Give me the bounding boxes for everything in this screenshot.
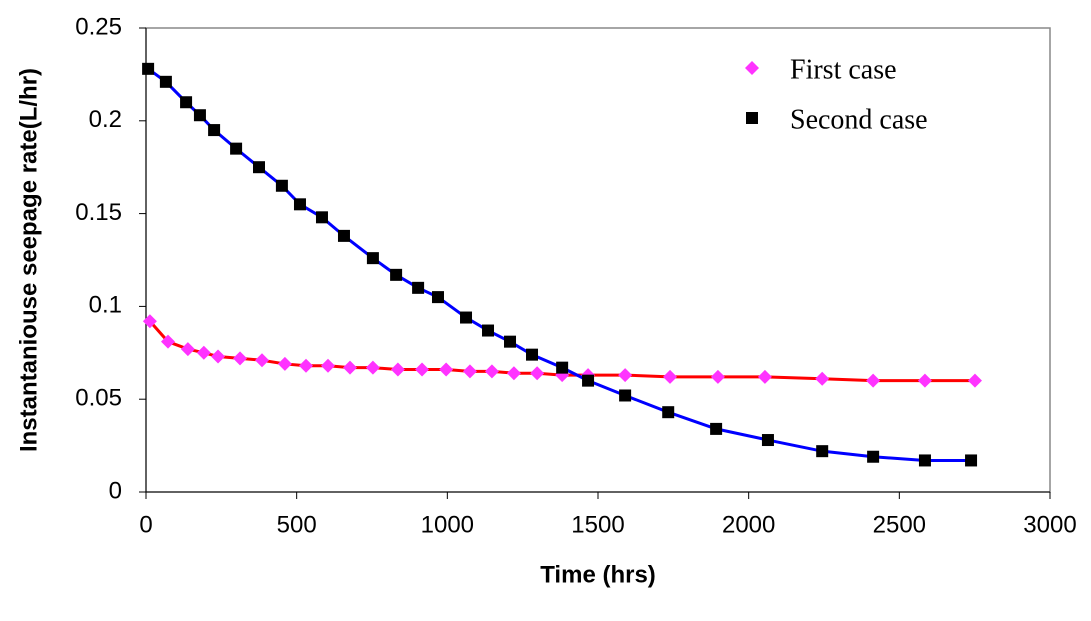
data-point [757,369,772,384]
y-tick-label: 0 [109,477,122,504]
data-point [761,434,774,447]
legend-marker [746,112,758,124]
x-tick-label: 2500 [873,511,926,538]
data-point [439,362,454,377]
data-point [390,362,405,377]
data-point [619,389,632,402]
data-point [366,252,379,265]
x-tick-label: 2000 [722,511,775,538]
data-point [415,362,430,377]
data-point [321,358,336,373]
data-point [866,373,881,388]
data-point [965,454,978,467]
data-point [142,314,157,329]
data-point [918,454,931,467]
y-tick-label: 0.2 [89,106,122,133]
data-point [293,198,306,211]
data-point [462,364,477,379]
data-point [180,96,193,109]
data-point [504,335,517,348]
data-point [526,348,539,361]
legend-label: Second case [790,104,928,135]
data-point [917,373,932,388]
x-tick-label: 1000 [421,511,474,538]
data-point [412,281,425,294]
data-point [337,229,350,242]
x-tick-label: 500 [277,511,317,538]
y-tick-label: 0.25 [75,13,122,40]
data-point [211,349,226,364]
data-point [233,351,248,366]
data-point [365,360,380,375]
x-axis-label: Time (hrs) [540,561,656,588]
plot-frame [145,27,1051,493]
data-point [710,369,725,384]
data-point [196,345,211,360]
data-point [193,109,206,122]
data-point [484,364,499,379]
y-tick-label: 0.1 [89,292,122,319]
y-axis-label: Instantaniouse seepage rate(L/hr) [15,68,42,452]
data-point [315,211,328,224]
data-point [160,334,175,349]
data-point [710,422,723,435]
data-point [530,366,545,381]
data-point [582,374,595,387]
data-point [663,369,678,384]
data-point [867,450,880,463]
legend-label: First case [790,54,897,85]
data-point [159,75,172,88]
x-tick-label: 3000 [1023,511,1076,538]
data-point [816,445,829,458]
data-point [277,356,292,371]
data-point [431,291,444,304]
data-point [618,368,633,383]
data-point [299,358,314,373]
data-point [230,142,243,155]
data-point [390,268,403,281]
data-point [482,324,495,337]
data-point [506,366,521,381]
data-point [662,406,675,419]
data-point [815,371,830,386]
data-point [967,373,982,388]
data-point [556,361,569,374]
x-tick-label: 1500 [571,511,624,538]
data-point [208,124,221,137]
data-point [460,311,473,324]
data-point [142,62,155,75]
data-point [180,342,195,357]
x-tick-label: 0 [139,511,152,538]
y-tick-label: 0.05 [75,385,122,412]
data-point [255,353,270,368]
data-point [275,179,288,192]
legend-marker [745,61,759,75]
data-point [253,161,265,174]
data-point [343,360,358,375]
y-tick-label: 0.15 [75,199,122,226]
